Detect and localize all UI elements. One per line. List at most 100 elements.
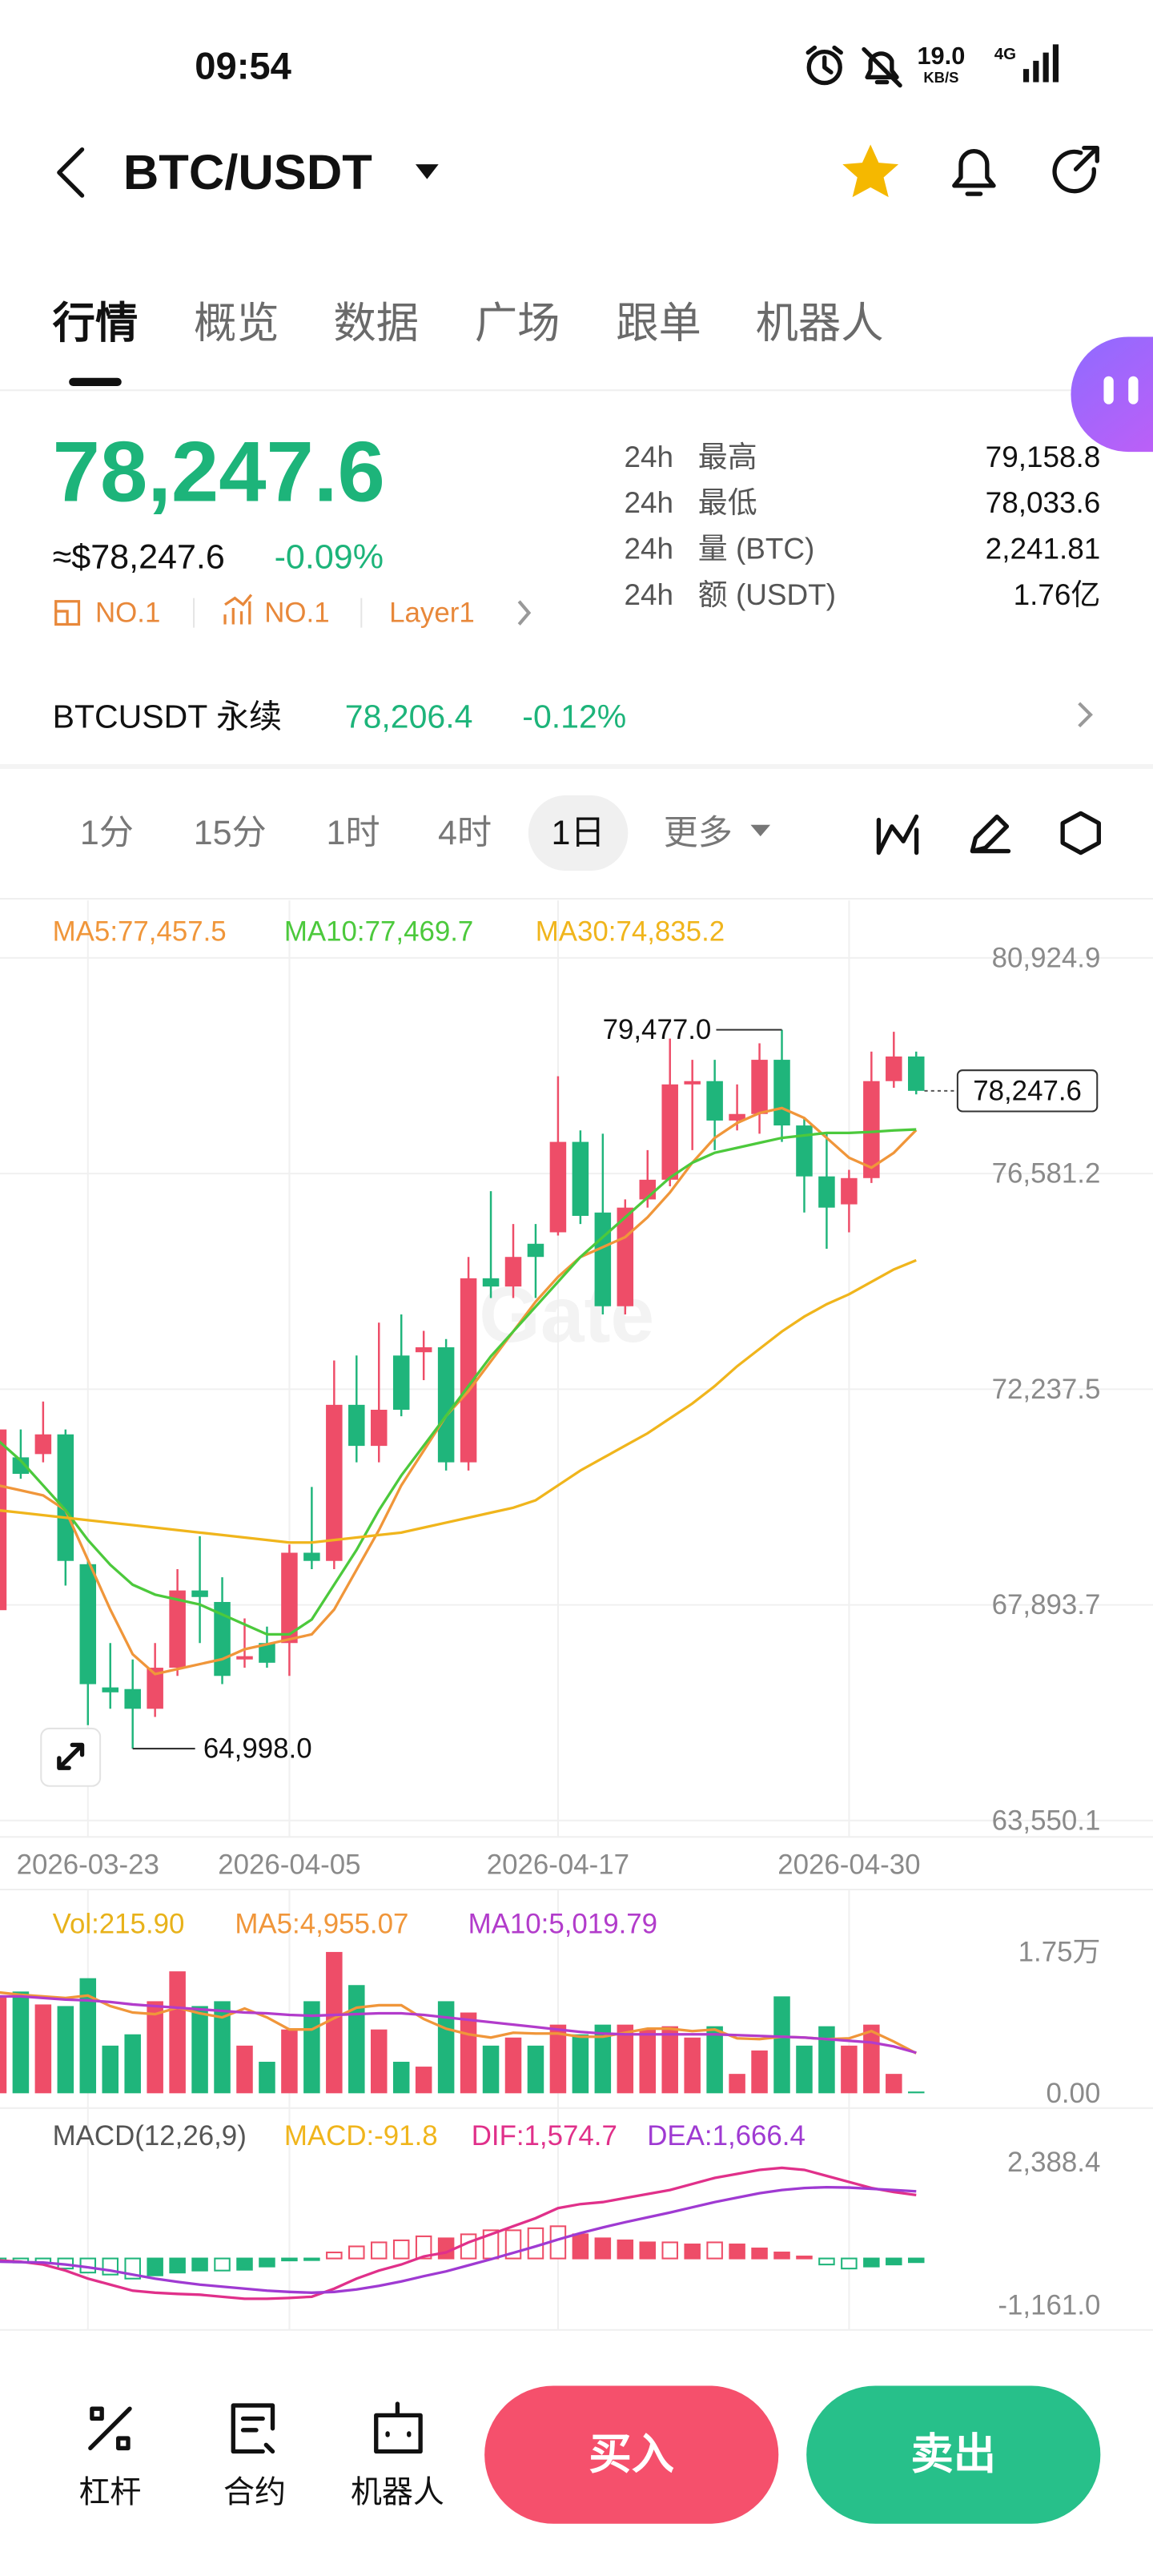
candle-body [169, 1590, 186, 1668]
candle-body [527, 1243, 544, 1258]
series-line [0, 1990, 918, 2055]
draw-button[interactable] [970, 814, 1011, 854]
y-tick-label: 0.00 [1046, 2078, 1100, 2109]
favorite-star[interactable] [842, 144, 899, 198]
candle-body [370, 1409, 388, 1447]
nav-item[interactable]: 合约 [223, 2403, 286, 2510]
network-speed-unit: KB/S [923, 69, 958, 86]
tag[interactable]: NO.1 [95, 598, 160, 629]
sell-button[interactable]: 卖出 [806, 2385, 1101, 2524]
stat-period: 24h [624, 533, 673, 566]
macd-bar [370, 2241, 388, 2260]
tab[interactable]: 概览 [194, 300, 279, 348]
y-tick-label: 1.75万 [1018, 1936, 1101, 1967]
network-type: 4G [994, 45, 1016, 63]
volume-bar [572, 2034, 589, 2094]
macd-bar [841, 2257, 858, 2270]
back-button[interactable] [57, 147, 85, 198]
nav-icon [88, 2406, 132, 2451]
alert-bell[interactable] [952, 149, 996, 196]
volume-bar [594, 2024, 612, 2094]
series-line [0, 1106, 918, 1676]
pair-title[interactable]: BTC/USDT [123, 145, 372, 200]
interval-tab[interactable]: 15分 [194, 814, 267, 852]
y-tick-label: 72,237.5 [992, 1374, 1101, 1405]
candle-body [796, 1125, 813, 1177]
volume-bar [236, 2045, 253, 2094]
macd-bar [863, 2257, 880, 2268]
candle-body [482, 1278, 500, 1287]
macd-bar [348, 2245, 365, 2260]
candle-body [706, 1081, 723, 1121]
macd-bar [639, 2241, 657, 2260]
tab[interactable]: 数据 [333, 300, 419, 348]
macd-bar [303, 2257, 320, 2261]
x-tick-label: 2026-04-30 [777, 1849, 920, 1881]
interval-tab[interactable]: 1日 [552, 814, 605, 852]
volume-bar [214, 2001, 231, 2094]
macd-bar [751, 2247, 768, 2260]
legend-entry: MA5:4,955.07 [235, 1909, 408, 1940]
nav-item[interactable]: 杠杆 [78, 2406, 141, 2510]
tag[interactable]: Layer1 [389, 598, 475, 629]
usd-price: ≈$78,247.6 [53, 537, 225, 576]
volume-bar [437, 2001, 455, 2094]
stats-table: 24h 最高 79,158.8 24h 最低 78,033.6 24h 量 (B… [624, 441, 1100, 611]
pair-dropdown[interactable] [415, 164, 439, 179]
tag-icon [54, 600, 81, 626]
candle-body [863, 1081, 880, 1178]
interval-tab[interactable]: 1时 [327, 814, 380, 852]
volume-bar [392, 2062, 410, 2094]
macd-bar [415, 2235, 432, 2260]
tab[interactable]: 行情 [53, 300, 139, 348]
volume-bar [259, 2062, 275, 2094]
more-caret [750, 824, 771, 837]
share-button[interactable] [1052, 145, 1099, 194]
perpetual-price: 78,206.4 [345, 698, 473, 735]
candle-body [572, 1141, 589, 1216]
settings-button[interactable] [1060, 811, 1101, 855]
assistant-eye [1103, 376, 1114, 405]
candle-body [818, 1176, 835, 1208]
volume-bar [617, 2024, 634, 2094]
tab[interactable]: 跟单 [616, 300, 701, 348]
mute-icon [862, 46, 902, 88]
macd-bar [572, 2233, 589, 2260]
macd-bar [729, 2243, 745, 2260]
interval-tab[interactable]: 4时 [438, 814, 492, 852]
candle-body [0, 1429, 7, 1611]
volume-bar [326, 1951, 343, 2094]
interval-tab[interactable]: 1分 [80, 814, 134, 852]
assistant-button[interactable] [1071, 336, 1153, 453]
candle-body [594, 1212, 612, 1306]
volume-bar [460, 2012, 477, 2094]
perpetual-row[interactable]: BTCUSDT 永续 78,206.4 -0.12% [53, 698, 1093, 735]
buy-button[interactable]: 买入 [484, 2385, 779, 2524]
tab[interactable]: 广场 [475, 300, 560, 348]
legend-entry: MA10:77,469.7 [284, 916, 473, 948]
macd-bar [818, 2257, 835, 2266]
volume-bar [706, 2026, 723, 2094]
chevron [517, 600, 532, 626]
candle-body [661, 1084, 678, 1180]
macd-bar [796, 2256, 813, 2260]
macd-bar [191, 2257, 208, 2272]
stat-value: 2,241.81 [986, 533, 1101, 566]
tag[interactable]: NO.1 [264, 598, 329, 629]
y-tick-label: 80,924.9 [992, 942, 1101, 973]
nav-item[interactable]: 机器人 [351, 2401, 444, 2510]
low-label: 64,998.0 [203, 1733, 312, 1765]
volume-bar [0, 1996, 7, 2094]
nav-label: 杠杆 [78, 2475, 141, 2510]
interval-tab[interactable]: 更多 [664, 814, 733, 852]
volume-bar [908, 2091, 925, 2094]
volume-bar [169, 1971, 186, 2094]
fullscreen-button[interactable] [40, 1727, 102, 1787]
tab[interactable]: 机器人 [756, 300, 884, 348]
volume-bar [303, 2001, 320, 2094]
volume-bar [12, 1991, 30, 2094]
series-line [0, 2185, 917, 2294]
indicator-button[interactable] [876, 814, 919, 855]
plot-area [0, 1029, 925, 2300]
